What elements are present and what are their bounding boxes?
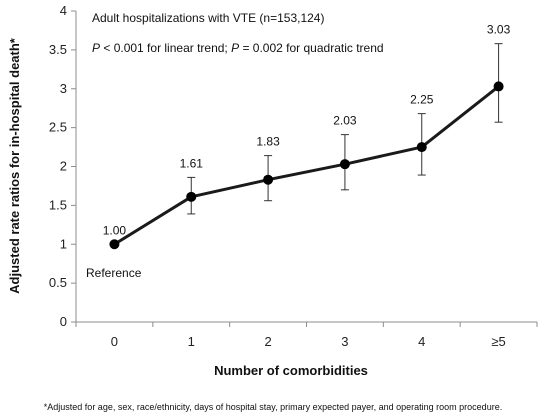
y-tick-label: 3.5 [49,42,67,57]
data-label: 1.61 [180,156,204,170]
x-tick-label: 0 [111,334,118,349]
y-ticks: 0 0.5 1 1.5 2 2.5 3 3.5 4 [49,3,76,329]
y-tick-label: 2.5 [49,120,67,135]
linear-trend-text: < 0.001 for linear trend; [100,41,231,55]
data-label: 1.00 [103,223,127,237]
x-axis-title: Number of comorbidities [214,363,368,378]
data-label: 3.03 [487,23,511,37]
p-symbol-quadratic: P [231,41,239,55]
p-symbol-linear: P [92,41,100,55]
quadratic-trend-text: = 0.002 for quadratic trend [239,41,383,55]
data-label: 2.03 [333,114,357,128]
x-tick-label: 2 [264,334,271,349]
x-tick-label: 3 [341,334,348,349]
trend-annotation: P < 0.001 for linear trend; P = 0.002 fo… [92,41,384,55]
data-point [186,191,197,202]
data-point [109,239,120,250]
series-line [113,85,500,246]
series [109,81,504,250]
data-label: 2.25 [410,93,434,107]
x-ticks: 0 1 2 3 4 ≥5 [75,322,538,349]
x-tick-label: ≥5 [491,334,505,349]
y-axis-title: Adjusted rate ratios for in-hospital dea… [7,37,22,294]
y-tick-label: 2 [60,159,67,174]
y-tick-label: 4 [60,3,67,18]
data-point [493,81,504,92]
data-point [416,142,427,153]
data-point [339,159,350,170]
y-tick-label: 0.5 [49,275,67,290]
x-tick-label: 4 [418,334,425,349]
data-label: 1.83 [256,135,280,149]
data-labels: 1.00 1.61 1.83 2.03 2.25 3.03 [103,23,511,238]
y-tick-label: 1.5 [49,197,67,212]
y-tick-label: 3 [60,81,67,96]
x-tick-label: 1 [188,334,195,349]
axes [75,11,537,323]
reference-annotation: Reference [86,266,142,280]
y-tick-label: 0 [60,314,67,329]
data-point [263,174,274,185]
cohort-annotation: Adult hospitalizations with VTE (n=153,1… [92,11,324,25]
footnote: *Adjusted for age, sex, race/ethnicity, … [44,402,502,412]
y-tick-label: 1 [60,236,67,251]
